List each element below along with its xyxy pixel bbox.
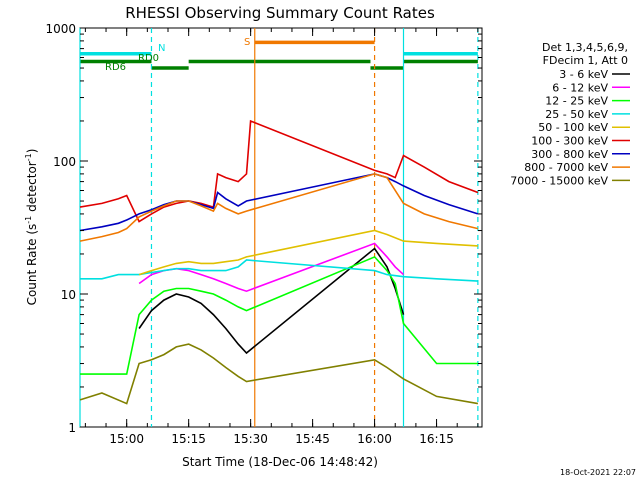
series-line-12-25-kev: [80, 255, 478, 375]
flag-bars: [80, 40, 478, 70]
series-line-800-7000-kev: [79, 173, 479, 242]
data-series: [79, 119, 479, 405]
y-tick-label: 1000: [45, 22, 76, 36]
legend-label: 3 - 6 keV: [559, 68, 608, 81]
x-axis-label: Start Time (18-Dec-06 14:48:42): [182, 455, 378, 469]
y-axis-label: Count Rate (s-1 detector-1): [24, 149, 39, 306]
plot-frame: [79, 27, 483, 428]
series-line-100-300-kev: [79, 119, 479, 223]
legend-label: 7000 - 15000 keV: [510, 174, 608, 187]
legend-label: 25 - 50 keV: [545, 108, 608, 121]
legend-label: 100 - 300 keV: [531, 135, 608, 148]
flag-label-rd0: RD0: [138, 53, 159, 64]
x-tick-label: 15:00: [109, 432, 144, 446]
series-line-7000-15000-kev: [79, 343, 479, 405]
y-tick-label: 1: [68, 421, 76, 435]
x-tick-label: 16:00: [357, 432, 392, 446]
legend-label: 300 - 800 keV: [531, 148, 608, 161]
legend-label: 50 - 100 keV: [538, 121, 608, 134]
flag-label-n: N: [158, 43, 165, 54]
flag-label-rd6: RD6: [105, 62, 126, 73]
series-line-50-100-kev: [138, 229, 478, 276]
y-tick-label: 100: [53, 155, 76, 169]
series-line-6-12-kev: [138, 242, 405, 293]
footer-timestamp: 18-Oct-2021 22:07: [560, 468, 636, 477]
x-tick-label: 16:15: [419, 432, 454, 446]
series-line-3-6-kev: [138, 247, 405, 355]
x-tick-label: 15:15: [171, 432, 206, 446]
series-line-300-800-kev: [79, 173, 479, 232]
legend-title-line-1: Det 1,3,4,5,6,9,: [542, 41, 628, 54]
x-tick-label: 15:30: [233, 432, 268, 446]
x-axis: 15:00 15:15 15:30 15:45 16:00 16:15: [84, 28, 479, 446]
chart-title: RHESSI Observing Summary Count Rates: [125, 4, 435, 22]
vertical-markers: [79, 28, 479, 427]
x-tick-label: 15:45: [295, 432, 330, 446]
legend-label: 6 - 12 keV: [552, 81, 608, 94]
y-axis: 1 10 100 1000: [45, 22, 482, 435]
legend-label: 800 - 7000 keV: [524, 161, 608, 174]
y-tick-label: 10: [61, 288, 76, 302]
legend-label: 12 - 25 keV: [545, 95, 608, 108]
legend-title-line-2: FDecim 1, Att 0: [543, 54, 628, 67]
flag-label-s: S: [244, 37, 250, 48]
series-line-25-50-kev: [80, 259, 478, 282]
